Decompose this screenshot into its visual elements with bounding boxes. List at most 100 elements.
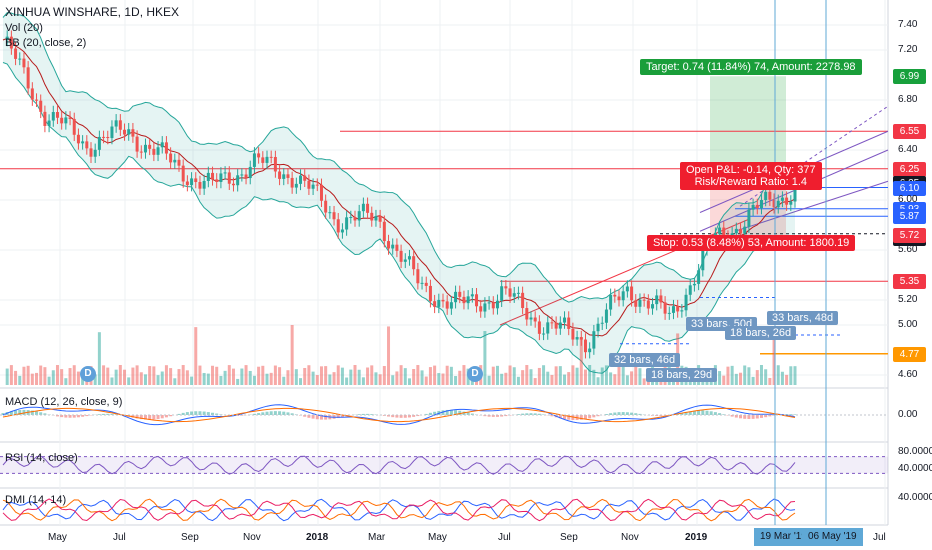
rsi-line (2, 455, 796, 475)
candle-body (663, 302, 667, 314)
volume-bar (231, 368, 235, 385)
volume-bar (567, 372, 571, 385)
candle-body (378, 216, 382, 222)
volume-bar (454, 376, 458, 385)
macd-histogram (143, 415, 147, 420)
volume-bar (273, 365, 277, 385)
macd-histogram (387, 415, 391, 417)
macd-histogram (558, 415, 562, 419)
candle-body (35, 99, 39, 101)
macd-histogram (588, 415, 592, 419)
candle-body (211, 172, 215, 180)
candle-body (160, 142, 164, 148)
candle-body (571, 328, 575, 340)
candle-body (734, 228, 738, 234)
volume-bar (169, 368, 173, 385)
volume-bar (764, 369, 768, 385)
volume-bar (387, 326, 391, 385)
volume-bar (349, 369, 353, 385)
price-tag: 6.99 (893, 69, 926, 85)
candle-body (592, 331, 596, 349)
candle-body (156, 147, 160, 155)
risk-reward-text: Risk/Reward Ratio: 1.4 (694, 176, 808, 188)
candle-body (223, 172, 227, 174)
macd-histogram (39, 412, 43, 415)
candle-body (491, 302, 495, 309)
candle-body (5, 36, 9, 40)
candle-body (269, 156, 273, 158)
volume-bar (319, 366, 323, 385)
candle-body (751, 204, 755, 210)
macd-tick-label: 0.00 (898, 409, 918, 420)
macd-histogram (634, 413, 638, 415)
bar-count-label: 33 bars, 48d (767, 311, 839, 325)
macd-histogram (97, 414, 101, 415)
bar-count-label: 32 bars, 46d (609, 353, 681, 367)
volume-bar (370, 365, 374, 385)
dividend-marker[interactable]: D (467, 366, 483, 382)
macd-histogram (680, 413, 684, 415)
macd-histogram (76, 415, 80, 418)
volume-bar (718, 371, 722, 385)
candle-body (22, 58, 26, 68)
macd-histogram (768, 415, 772, 417)
macd-histogram (491, 415, 495, 417)
candle-body (244, 174, 248, 179)
candle-body (454, 291, 458, 303)
candle-body (504, 286, 508, 289)
price-tag: 6.55 (893, 124, 926, 140)
volume-bar (533, 378, 537, 385)
volume-bar (47, 376, 51, 385)
macd-histogram (290, 413, 294, 415)
stop-label: Stop: 0.53 (8.48%) 53, Amount: 1800.19 (647, 235, 856, 251)
macd-histogram (638, 413, 642, 415)
volume-bar (143, 374, 147, 385)
volume-bar (43, 367, 47, 385)
candle-body (299, 175, 303, 184)
volume-bar (516, 376, 520, 385)
dividend-marker[interactable]: D (80, 366, 96, 382)
candle-body (667, 312, 671, 314)
macd-histogram (102, 413, 106, 415)
macd-histogram (713, 412, 717, 415)
volume-bar (177, 369, 181, 385)
volume-bar (340, 367, 344, 385)
macd-histogram (1, 413, 5, 415)
volume-bar (353, 365, 357, 385)
volume-bar (558, 366, 562, 385)
candle-body (294, 183, 298, 188)
candle-body (345, 217, 349, 230)
rsi-tick-label: 40.0000 (898, 463, 932, 475)
macd-histogram (785, 414, 789, 415)
volume-bar (416, 365, 420, 385)
macd-histogram (739, 415, 743, 419)
candle-body (437, 299, 441, 307)
volume-bar (525, 365, 529, 385)
bollinger-label: BB (20, close, 2) (5, 37, 87, 49)
candle-body (106, 136, 110, 139)
candle-body (387, 241, 391, 249)
macd-histogram (286, 412, 290, 415)
candle-body (718, 227, 722, 234)
candle-body (252, 153, 256, 167)
macd-histogram (449, 409, 453, 415)
volume-bar (336, 365, 340, 385)
candle-body (68, 117, 72, 119)
macd-histogram (613, 412, 617, 415)
candle-body (445, 301, 449, 309)
macd-histogram (487, 415, 491, 417)
candle-body (236, 175, 240, 186)
macd-histogram (22, 409, 26, 415)
macd-histogram (261, 412, 265, 415)
volume-bar (391, 375, 395, 385)
candle-body (152, 148, 156, 155)
volume-bar (311, 371, 315, 385)
chart-title: XINHUA WINSHARE, 1D, HKEX (5, 5, 180, 19)
macd-histogram (609, 413, 613, 415)
candle-body (286, 174, 290, 178)
macd-histogram (110, 413, 114, 415)
volume-bar (361, 377, 365, 385)
macd-histogram (521, 413, 525, 415)
volume-bar (768, 377, 772, 385)
